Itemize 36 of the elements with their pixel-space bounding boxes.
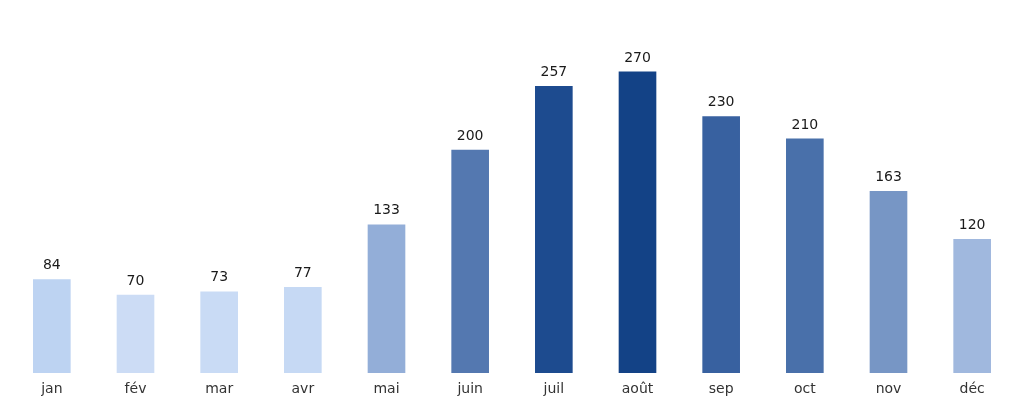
x-tick-label: mar xyxy=(205,380,234,396)
data-label: 133 xyxy=(373,201,400,218)
data-label: 77 xyxy=(293,264,312,281)
data-label: 270 xyxy=(624,48,651,65)
x-tick-label: oct xyxy=(793,380,817,396)
x-tick-label: déc xyxy=(959,380,985,396)
data-label: 210 xyxy=(791,115,819,132)
bar xyxy=(367,224,406,373)
bar xyxy=(33,279,71,373)
x-tick-label: juil xyxy=(542,380,565,396)
x-tick-label: juin xyxy=(456,380,483,396)
bar xyxy=(786,138,824,373)
data-label: 257 xyxy=(540,63,568,80)
data-label: 230 xyxy=(707,93,735,110)
bar xyxy=(618,71,657,373)
bar xyxy=(200,291,238,373)
bar xyxy=(953,239,991,373)
data-label: 84 xyxy=(42,256,61,273)
x-tick-label: jan xyxy=(40,380,63,396)
bar xyxy=(116,294,155,373)
x-tick-label: fév xyxy=(124,380,147,396)
data-label: 120 xyxy=(958,216,986,232)
x-tick-label: août xyxy=(621,380,654,396)
bar xyxy=(535,86,573,373)
data-label: 163 xyxy=(875,167,902,184)
x-tick-label: avr xyxy=(291,380,315,396)
bar xyxy=(869,190,908,373)
bar xyxy=(284,287,322,373)
bar xyxy=(451,149,489,373)
x-tick-label: mai xyxy=(373,380,400,396)
data-label: 73 xyxy=(210,268,229,285)
x-tick-label: nov xyxy=(875,380,902,396)
data-label: 200 xyxy=(456,126,484,143)
data-label: 70 xyxy=(126,271,145,288)
x-tick-label: sep xyxy=(708,380,734,396)
bar xyxy=(702,116,740,373)
